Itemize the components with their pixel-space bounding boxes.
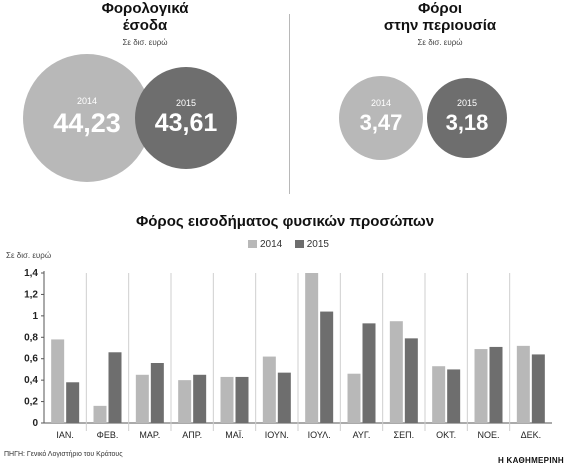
- bubble-year-2015-tax-revenue: 2015: [176, 98, 196, 108]
- bar-2014-11: [474, 349, 488, 423]
- tax-revenue-unit: Σε δισ. ευρώ: [122, 38, 168, 47]
- bar-2015-9: [404, 338, 418, 423]
- chart-legend: 2014 2015: [248, 235, 388, 253]
- x-tick-label: ΑΥΓ.: [353, 430, 371, 440]
- bubble-2014-tax-revenue: [23, 54, 151, 182]
- y-tick-label: 0,2: [24, 397, 38, 408]
- legend-label-2014: 2014: [260, 238, 283, 250]
- legend-label-2015: 2015: [306, 238, 329, 250]
- y-tick-label: 1: [32, 311, 38, 322]
- bubble-2015-property-tax: [427, 78, 507, 158]
- bar-2014-5: [220, 376, 234, 423]
- property-tax-title: Φόροι στην περιουσία: [355, 0, 525, 34]
- x-tick-label: ΙΟΥΝ.: [265, 430, 289, 440]
- x-tick-label: ΜΑΡ.: [139, 430, 160, 440]
- property-tax-title-line1: Φόροι: [417, 0, 463, 17]
- bar-2015-12: [531, 354, 545, 423]
- summary-bubbles: 2014 44,23 2015 43,61 2014 3,47 2015 3,1…: [23, 54, 507, 182]
- bubble-2014-property-tax: [339, 76, 423, 160]
- bubble-year-2015-property-tax: 2015: [457, 98, 477, 108]
- bubble-value-2014-tax-revenue: 44,23: [53, 108, 121, 138]
- bubble-value-2015-property-tax: 3,18: [446, 110, 489, 135]
- source-note: ΠΗΓΗ: Γενικό Λογιστήριο του Κράτους: [4, 451, 123, 458]
- legend-item-2014: 2014: [248, 239, 282, 250]
- y-tick-label: 0,8: [24, 332, 38, 343]
- bubble-value-2015-tax-revenue: 43,61: [155, 109, 218, 137]
- bar-2015-6: [277, 372, 291, 423]
- x-tick-label: ΙΟΥΛ.: [308, 430, 331, 440]
- bar-2014-2: [93, 405, 107, 423]
- bubble-year-2014-property-tax: 2014: [371, 98, 391, 108]
- bar-2015-11: [489, 346, 503, 423]
- bar-2015-2: [108, 352, 122, 423]
- x-tick-label: ΦΕΒ.: [97, 430, 119, 440]
- chart-title: Φόρος εισοδήματος φυσικών προσώπων: [135, 213, 435, 230]
- bar-2014-6: [262, 356, 276, 423]
- bar-2014-7: [305, 273, 319, 423]
- y-tick-label: 1,4: [24, 268, 38, 279]
- y-tick-label: 0,6: [24, 354, 38, 365]
- bar-2014-4: [178, 380, 192, 423]
- y-tick-label: 1,2: [24, 289, 38, 300]
- x-tick-label: ΔΕΚ.: [521, 430, 542, 440]
- publisher-brand: Η ΚΑΘΗΜΕΡΙΝΗ: [497, 456, 564, 465]
- chart-y-unit: Σε δισ. ευρώ: [6, 251, 52, 260]
- bar-2015-1: [66, 382, 80, 423]
- bar-2015-10: [447, 369, 461, 423]
- x-tick-label: ΣΕΠ.: [394, 430, 415, 440]
- tax-revenue-title-line2: έσοδα: [122, 17, 168, 34]
- tax-revenue-title-line1: Φορολογικά: [101, 0, 189, 17]
- property-tax-title-line2: στην περιουσία: [383, 17, 497, 34]
- x-tick-label: ΙΑΝ.: [56, 430, 74, 440]
- bubble-year-2014-tax-revenue: 2014: [77, 96, 97, 106]
- legend-swatch-2014: [248, 240, 257, 248]
- tax-revenue-bubbles: 2014 44,23 2015 43,61: [23, 54, 237, 182]
- bar-2015-4: [193, 374, 207, 423]
- bar-2014-3: [135, 374, 149, 423]
- bar-2015-7: [320, 311, 334, 423]
- bar-2014-10: [432, 366, 446, 423]
- bar-2015-3: [150, 363, 164, 423]
- property-tax-unit: Σε δισ. ευρώ: [417, 38, 463, 47]
- bar-2014-1: [51, 339, 65, 423]
- bar-2014-8: [347, 373, 361, 423]
- bar-2014-9: [389, 321, 403, 423]
- bar-2015-8: [362, 323, 376, 423]
- y-tick-label: 0,4: [24, 375, 38, 386]
- y-tick-label: 0: [32, 418, 38, 429]
- bubble-value-2014-property-tax: 3,47: [360, 110, 403, 135]
- x-tick-label: ΑΠΡ.: [182, 430, 202, 440]
- bar-2015-5: [235, 376, 249, 423]
- x-tick-label: ΟΚΤ.: [436, 430, 456, 440]
- bar-2014-12: [516, 345, 530, 423]
- property-tax-bubbles: 2014 3,47 2015 3,18: [339, 76, 507, 160]
- x-tick-label: ΝΟΕ.: [477, 430, 499, 440]
- panel-divider: [289, 14, 290, 194]
- x-tick-label: ΜΑΪ.: [225, 430, 244, 440]
- tax-revenue-title: Φορολογικά έσοδα: [60, 0, 230, 34]
- legend-swatch-2015: [294, 240, 304, 248]
- bubble-2015-tax-revenue: [135, 67, 237, 169]
- legend-item-2015: 2015: [294, 238, 329, 250]
